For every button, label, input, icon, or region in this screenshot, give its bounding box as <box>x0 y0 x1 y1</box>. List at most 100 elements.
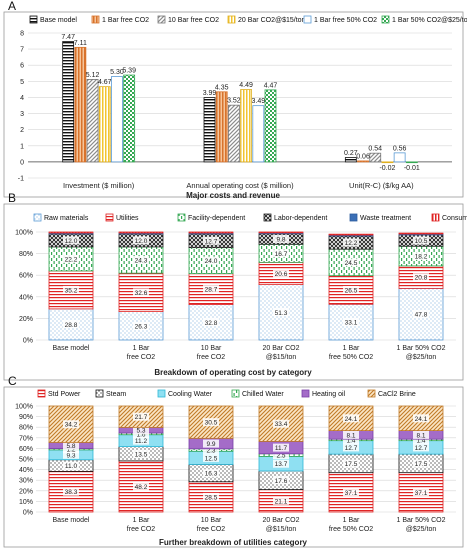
label-backdrop <box>413 435 429 444</box>
data-label: 9.3 <box>66 452 75 459</box>
data-label: 0.54 <box>368 146 382 153</box>
bar <box>393 152 406 163</box>
bar <box>227 104 240 163</box>
y-tick-label: 40% <box>19 294 33 301</box>
label-backdrop <box>63 320 79 329</box>
label-backdrop <box>273 443 289 452</box>
data-label: 28.8 <box>65 322 78 329</box>
category-label: Unit(R-C) ($/kg AA) <box>349 181 414 190</box>
category-label: 1 Bar <box>343 345 360 352</box>
y-tick-label: 20% <box>19 488 33 495</box>
data-label: 35.2 <box>65 287 78 294</box>
legend-swatch <box>303 15 312 24</box>
label-backdrop <box>343 414 359 423</box>
label-backdrop <box>273 308 289 317</box>
data-label: 26.3 <box>135 323 148 330</box>
data-label: 4.67 <box>98 79 112 86</box>
chart-title: Further breakdown of utilities category <box>159 538 308 547</box>
category-label: Investment ($ million) <box>63 181 135 190</box>
label-backdrop <box>63 420 79 429</box>
panel-letter: C <box>8 374 17 388</box>
y-tick-label: 100% <box>15 404 33 411</box>
bar <box>369 152 382 163</box>
legend-swatch <box>105 213 114 222</box>
data-label: 12.7 <box>205 238 218 245</box>
legend-swatch <box>91 15 100 24</box>
legend-swatch <box>349 213 358 222</box>
legend-label: Utilities <box>116 215 139 222</box>
category-label: 20 Bar CO2 <box>263 345 300 352</box>
y-tick-label: 40% <box>19 467 33 474</box>
data-label: 20.6 <box>275 271 288 278</box>
label-backdrop <box>133 236 149 245</box>
data-label: 11.0 <box>65 463 78 470</box>
bar-segment <box>48 231 94 234</box>
legend-label: Base model <box>40 17 77 24</box>
data-label: 38.3 <box>65 489 78 496</box>
category-label: free 50% CO2 <box>329 354 373 361</box>
data-label: 7.47 <box>61 34 75 41</box>
y-tick-label: 1 <box>20 143 24 150</box>
label-backdrop <box>343 443 359 452</box>
data-label: 5.3 <box>136 428 145 435</box>
label-backdrop <box>413 488 429 497</box>
label-backdrop <box>63 450 79 459</box>
data-label: 13.5 <box>135 451 148 458</box>
y-tick-label: 70% <box>19 435 33 442</box>
data-label: 21.7 <box>135 414 148 421</box>
data-label: 2.3 <box>206 448 215 455</box>
label-backdrop <box>273 419 289 428</box>
y-tick-label: 60% <box>19 446 33 453</box>
category-label: free 50% CO2 <box>329 526 373 533</box>
y-tick-label: 0% <box>23 510 33 517</box>
label-backdrop <box>273 249 289 258</box>
data-label: 1.2 <box>66 447 75 454</box>
y-tick-label: 10% <box>19 499 33 506</box>
panel-letter: B <box>8 191 16 205</box>
data-label: 32.8 <box>205 320 218 327</box>
data-label: 17.6 <box>275 478 288 485</box>
bar <box>240 89 253 163</box>
y-tick-label: 7 <box>20 47 24 54</box>
legend-label: Std Power <box>48 391 81 398</box>
data-label: 24.1 <box>345 416 358 423</box>
label-backdrop <box>203 492 219 501</box>
data-label: -0.02 <box>379 165 395 172</box>
y-tick-label: 3 <box>20 111 24 118</box>
label-backdrop <box>273 459 289 468</box>
label-backdrop <box>413 430 429 439</box>
label-backdrop <box>203 256 219 265</box>
category-label: free CO2 <box>197 354 226 361</box>
data-label: 12.7 <box>345 445 358 452</box>
label-backdrop <box>133 436 149 445</box>
label-backdrop <box>203 439 219 448</box>
bar <box>252 105 265 163</box>
label-backdrop <box>133 256 149 265</box>
data-label: 5.39 <box>122 68 136 75</box>
legend-label: 1 Bar 50% CO2@$25/ton <box>392 17 467 24</box>
label-backdrop <box>273 451 289 460</box>
bar <box>357 160 369 163</box>
y-tick-label: 50% <box>19 457 33 464</box>
category-label: 20 Bar CO2 <box>263 517 300 524</box>
legend-label: Chilled Water <box>242 391 284 398</box>
bar <box>86 79 99 163</box>
label-backdrop <box>63 236 79 245</box>
data-label: 20.8 <box>415 275 428 282</box>
data-label: 26.5 <box>345 287 358 294</box>
data-label: 12.0 <box>135 238 148 245</box>
label-backdrop <box>343 459 359 468</box>
label-backdrop <box>203 236 219 245</box>
category-label: Base model <box>53 517 90 524</box>
y-tick-label: 8 <box>20 31 24 38</box>
data-label: 37.1 <box>345 490 358 497</box>
legend-swatch <box>157 15 166 24</box>
chart-c: 0% 10% 20% 30% 40% 50% 60% 70% 80% 90% 100% Std Pow… <box>15 389 456 533</box>
data-label: 24.3 <box>135 258 148 265</box>
bar <box>111 76 123 163</box>
legend-label: Consumables <box>442 215 467 222</box>
data-label: 13.7 <box>275 461 288 468</box>
legend-swatch <box>431 213 440 222</box>
chart-title: Breakdown of operating cost by category <box>154 368 312 377</box>
data-label: 5.8 <box>66 443 75 450</box>
